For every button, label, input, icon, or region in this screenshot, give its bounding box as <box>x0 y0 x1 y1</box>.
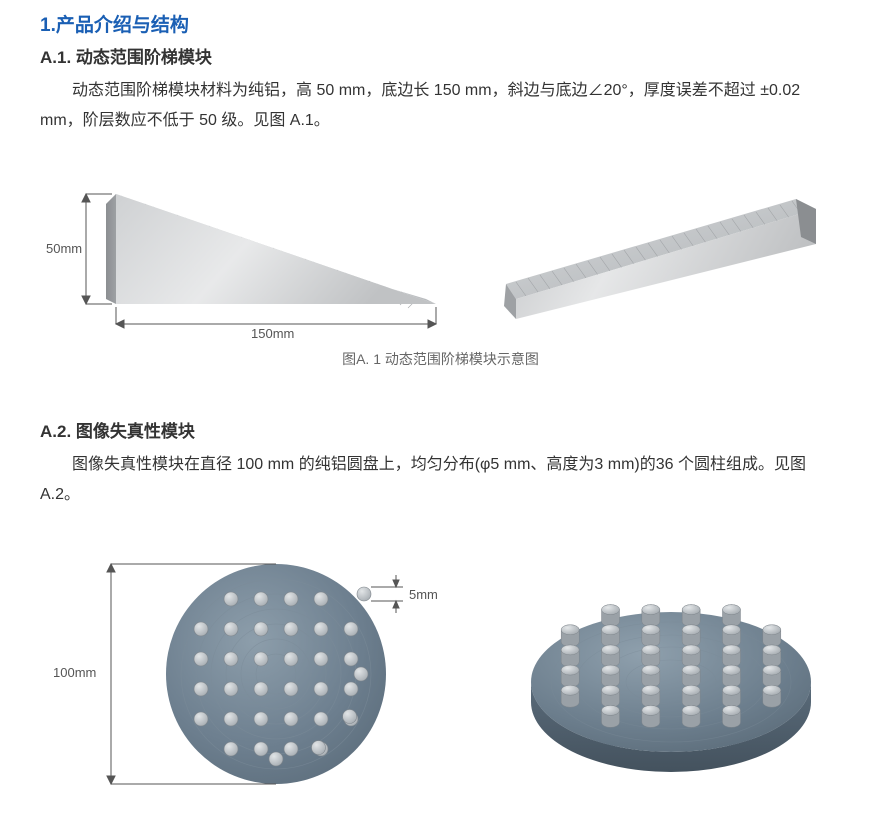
a2-heading: A.2. 图像失真性模块 <box>40 417 841 442</box>
a2-dim-pin: 5mm <box>409 587 438 602</box>
figure-a1-caption: 图A. 1 动态范围阶梯模块示意图 <box>40 349 841 369</box>
a1-paragraph: 动态范围阶梯模块材料为纯铝，高 50 mm，底边长 150 mm，斜边与底边∠2… <box>40 76 841 135</box>
a2-dim-diameter: 100mm <box>53 665 96 680</box>
a1-dim-width: 150mm <box>251 326 294 339</box>
a1-heading: A.1. 动态范围阶梯模块 <box>40 43 841 68</box>
figure-a2-row: 100mm 5mm <box>40 539 841 804</box>
figure-a2-left: 100mm 5mm <box>51 539 451 804</box>
figure-a1-row: 50mm 150mm <box>40 149 841 339</box>
figure-a1-right <box>496 169 836 339</box>
section-1-title: 1.产品介绍与结构 <box>40 10 841 37</box>
a1-dim-height: 50mm <box>46 241 82 256</box>
a2-paragraph: 图像失真性模块在直径 100 mm 的纯铝圆盘上，均匀分布(φ5 mm、高度为3… <box>40 450 841 509</box>
figure-a2-right <box>511 562 831 782</box>
figure-a1-left: 50mm 150mm <box>46 149 466 339</box>
